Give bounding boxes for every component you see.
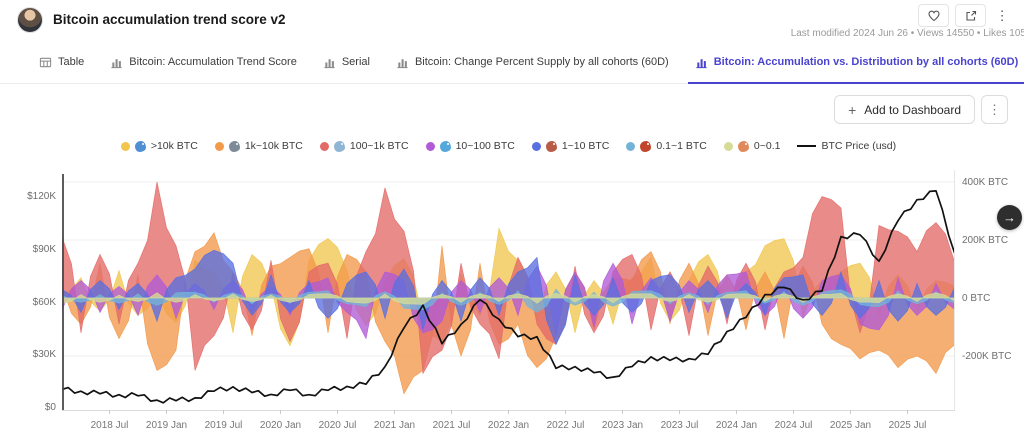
x-axis-label: 2021 Jul bbox=[433, 420, 471, 431]
tab-label: Bitcoin: Accumulation vs. Distribution b… bbox=[713, 56, 1019, 68]
x-axis-label: 2023 Jan bbox=[602, 420, 643, 431]
price-line-swatch bbox=[797, 145, 817, 147]
y-axis-left-label: $60K bbox=[32, 296, 56, 308]
legend-item[interactable]: 1k~10k BTC bbox=[214, 140, 303, 152]
plus-icon: + bbox=[848, 101, 857, 118]
header-more-button[interactable]: ⋮ bbox=[992, 4, 1012, 27]
legend-dot bbox=[531, 141, 541, 151]
chart-svg: 2018 Jul 2019 Jan 2019 Jul 2020 Jan 2020 Jul… bbox=[62, 170, 955, 431]
kebab-icon: ⋮ bbox=[995, 7, 1009, 23]
legend-dot bbox=[319, 141, 329, 151]
heart-icon bbox=[927, 10, 940, 21]
legend-dot bbox=[626, 141, 636, 151]
legend-label: >10k BTC bbox=[150, 140, 198, 152]
shark-emoji bbox=[228, 140, 240, 152]
whale-emoji bbox=[134, 140, 146, 152]
header: Bitcoin accumulation trend score v2 ⋮ La… bbox=[0, 0, 1024, 42]
tab-bitcoin-change-percent-supply-by-all-coh[interactable]: Bitcoin: Change Percent Supply by all co… bbox=[383, 41, 682, 83]
area-series-0-0-1 bbox=[62, 292, 955, 305]
y-axis-right-label: 0 BTC bbox=[962, 293, 991, 304]
chart-icon bbox=[396, 56, 409, 69]
tab-bar: Table Bitcoin: Accumulation Trend Score Se… bbox=[0, 41, 1024, 84]
tab-bitcoin-accumulation-trend-score[interactable]: Bitcoin: Accumulation Trend Score bbox=[97, 41, 310, 83]
legend-item[interactable]: 0.1~1 BTC bbox=[626, 140, 707, 152]
legend-item[interactable]: 100~1k BTC bbox=[319, 140, 409, 152]
btc-price-line bbox=[62, 190, 955, 404]
chart-more-button[interactable]: ⋮ bbox=[981, 95, 1008, 124]
kebab-icon: ⋮ bbox=[988, 101, 1001, 117]
x-axis-label: 2019 Jan bbox=[146, 420, 187, 431]
area-series-100-1k-BTC bbox=[62, 181, 955, 375]
tab-bitcoin-accumulation-vs-distribution-by-[interactable]: Bitcoin: Accumulation vs. Distribution b… bbox=[682, 41, 1024, 84]
octopus-emoji bbox=[545, 140, 557, 152]
x-axis-label: 2019 Jul bbox=[205, 420, 243, 431]
legend-item[interactable]: 0~0.1 bbox=[723, 140, 781, 152]
y-axis-left-label: $90K bbox=[32, 243, 56, 255]
legend-dot bbox=[425, 141, 435, 151]
x-axis-label: 2024 Jan bbox=[716, 420, 757, 431]
y-axis-left-label: $120K bbox=[27, 191, 56, 203]
tab-label: Bitcoin: Change Percent Supply by all co… bbox=[414, 56, 669, 68]
legend-dot bbox=[214, 141, 224, 151]
x-axis-label: 2023 Jul bbox=[661, 420, 699, 431]
y-axis-right-label: 400K BTC bbox=[962, 177, 1009, 188]
legend-label: 1~10 BTC bbox=[561, 140, 610, 152]
x-axis-label: 2020 Jan bbox=[260, 420, 301, 431]
legend-label: BTC Price (usd) bbox=[821, 140, 897, 152]
tab-label: Serial bbox=[341, 56, 370, 68]
chart-plot[interactable]: 2018 Jul 2019 Jan 2019 Jul 2020 Jan 2020 Jul… bbox=[62, 170, 955, 442]
y-axis-left-label: $0 bbox=[44, 402, 56, 413]
add-to-dashboard-button[interactable]: + Add to Dashboard bbox=[834, 95, 975, 124]
y-axis-left-label: $30K bbox=[32, 349, 56, 361]
avatar[interactable] bbox=[17, 7, 43, 33]
x-axis-label: 2020 Jul bbox=[319, 420, 357, 431]
legend-label: 0.1~1 BTC bbox=[656, 140, 707, 152]
legend-label: 10~100 BTC bbox=[455, 140, 515, 152]
chart-icon bbox=[695, 56, 708, 69]
tab-label: Table bbox=[58, 56, 85, 68]
add-to-dashboard-label: Add to Dashboard bbox=[864, 102, 961, 117]
dolphin-emoji bbox=[333, 140, 345, 152]
like-button[interactable] bbox=[918, 4, 949, 27]
crab-emoji bbox=[640, 140, 652, 152]
legend-dot bbox=[723, 141, 733, 151]
tab-label: Bitcoin: Accumulation Trend Score bbox=[129, 56, 297, 68]
legend-item[interactable]: 10~100 BTC bbox=[425, 140, 515, 152]
tab-table[interactable]: Table bbox=[26, 41, 97, 83]
table-icon bbox=[39, 56, 52, 69]
page-title: Bitcoin accumulation trend score v2 bbox=[53, 12, 286, 27]
next-arrow-button[interactable]: → bbox=[997, 205, 1022, 230]
legend-label: 1k~10k BTC bbox=[244, 140, 303, 152]
fish-emoji bbox=[439, 140, 451, 152]
x-axis-label: 2025 Jul bbox=[889, 420, 927, 431]
shrimp-emoji bbox=[737, 140, 749, 152]
x-axis-label: 2022 Jul bbox=[547, 420, 585, 431]
y-axis-right-label: 200K BTC bbox=[962, 235, 1009, 246]
x-axis-label: 2024 Jul bbox=[775, 420, 813, 431]
legend-label: 100~1k BTC bbox=[349, 140, 409, 152]
header-meta: Last modified 2024 Jun 26 • Views 14550 … bbox=[790, 28, 1024, 39]
legend-item-price[interactable]: BTC Price (usd) bbox=[797, 140, 896, 152]
chart-icon bbox=[323, 56, 336, 69]
legend-item[interactable]: 1~10 BTC bbox=[531, 140, 610, 152]
x-axis-label: 2022 Jan bbox=[488, 420, 529, 431]
legend-label: 0~0.1 bbox=[753, 140, 781, 152]
legend-dot bbox=[120, 141, 130, 151]
chart-icon bbox=[110, 56, 123, 69]
tab-serial[interactable]: Serial bbox=[310, 41, 383, 83]
header-actions: ⋮ bbox=[918, 4, 1012, 27]
arrow-right-icon: → bbox=[1003, 210, 1016, 225]
chart-legend: >10k BTC 1k~10k BTC 100~1k BTC 10~100 BTC 1~… bbox=[62, 140, 955, 152]
legend-item[interactable]: >10k BTC bbox=[120, 140, 198, 152]
x-axis-label: 2021 Jan bbox=[374, 420, 415, 431]
share-icon bbox=[965, 10, 976, 21]
share-button[interactable] bbox=[955, 4, 986, 27]
y-axis-right-label: -200K BTC bbox=[962, 351, 1012, 362]
x-axis-label: 2025 Jan bbox=[830, 420, 871, 431]
x-axis-label: 2018 Jul bbox=[91, 420, 129, 431]
